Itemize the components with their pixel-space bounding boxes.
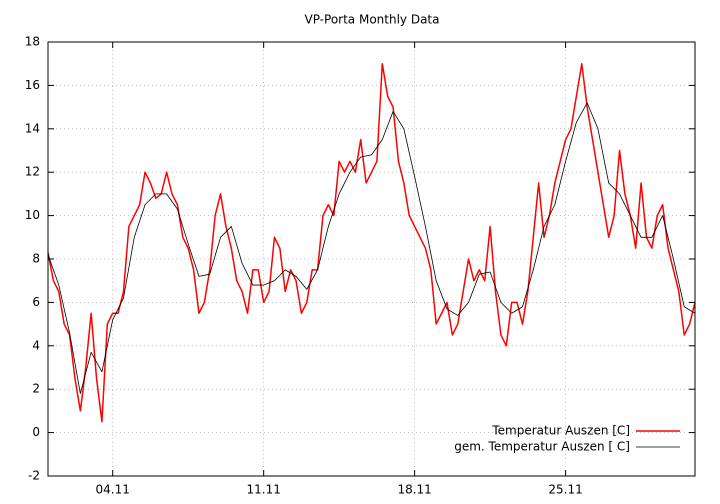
legend-label: Temperatur Auszen [C] xyxy=(491,424,630,438)
y-tick-label: 2 xyxy=(32,382,40,396)
y-tick-label: 10 xyxy=(25,208,40,222)
y-tick-label: 14 xyxy=(25,121,40,135)
y-tick-label: 8 xyxy=(32,252,40,266)
x-tick-label: 11.11 xyxy=(246,483,280,497)
x-tick-label: 18.11 xyxy=(397,483,431,497)
y-tick-label: 12 xyxy=(25,165,40,179)
plot-frame xyxy=(47,41,696,477)
grid xyxy=(48,41,695,477)
y-tick-label: -2 xyxy=(28,469,40,483)
data-line xyxy=(47,62,696,423)
data-line xyxy=(47,102,696,394)
y-tick-label: 6 xyxy=(32,295,40,309)
y-tick-label: 18 xyxy=(25,35,40,49)
y-tick-label: 0 xyxy=(32,425,40,439)
chart-title: VP-Porta Monthly Data xyxy=(305,13,440,27)
x-tick-label: 25.11 xyxy=(548,483,582,497)
y-tick-label: 16 xyxy=(25,78,40,92)
y-tick-label: 4 xyxy=(32,338,40,352)
legend-label: gem. Temperatur Auszen [ C] xyxy=(454,440,630,454)
plot-area xyxy=(47,62,696,423)
x-tick-label: 04.11 xyxy=(96,483,130,497)
legend: Temperatur Auszen [C] gem. Temperatur Aus… xyxy=(454,424,680,454)
